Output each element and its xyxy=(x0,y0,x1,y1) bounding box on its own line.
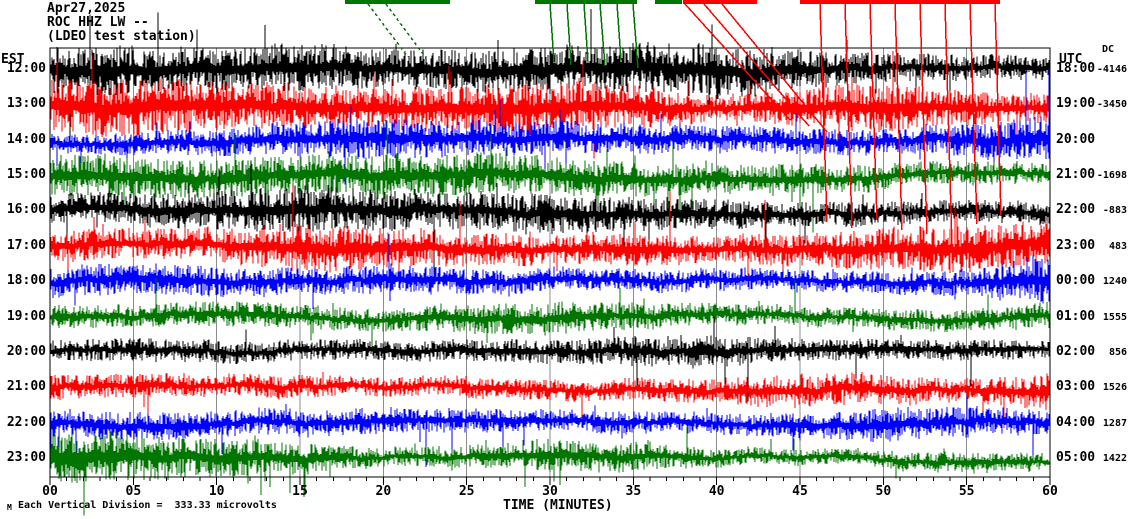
dc-value: 856 xyxy=(1108,346,1127,358)
left-hour-label: 20:00 xyxy=(6,343,46,359)
right-hour-label: 01:00 xyxy=(1056,308,1096,324)
event-marker-line-red xyxy=(819,3,828,223)
right-hour-label: 23:00 xyxy=(1056,237,1096,253)
event-marker-line-green xyxy=(566,3,572,66)
event-marker-line-red xyxy=(894,3,903,231)
event-marker-line-red xyxy=(994,3,1002,217)
left-hour-label: 15:00 xyxy=(6,167,46,183)
event-marker-line-red xyxy=(969,3,978,225)
x-tick-label: 55 xyxy=(958,484,975,499)
vertical-scale-note: Each Vertical Division = 333.33 microvol… xyxy=(18,500,277,511)
left-hour-label: 16:00 xyxy=(6,202,46,218)
x-tick-label: 50 xyxy=(875,484,892,499)
event-marker-line-red xyxy=(684,3,791,121)
x-tick-label: 45 xyxy=(792,484,808,499)
dc-value: 1526 xyxy=(1102,382,1127,394)
event-marker-line-green xyxy=(385,3,427,59)
left-hour-label: 12:00 xyxy=(6,61,46,76)
right-hour-label: 22:00 xyxy=(1056,202,1096,218)
left-hour-label: 14:00 xyxy=(6,131,46,147)
right-hour-label: 20:00 xyxy=(1056,131,1096,147)
left-hour-label: 18:00 xyxy=(6,273,46,289)
event-marker-line-green xyxy=(367,3,409,58)
header-station-location: (LDEO test station) xyxy=(47,29,196,44)
dc-value: -1698 xyxy=(1096,170,1127,182)
dc-value: 1240 xyxy=(1102,276,1127,288)
event-marker-line-red xyxy=(944,3,953,247)
x-tick-label: 05 xyxy=(125,484,142,499)
x-tick-label: 25 xyxy=(458,484,475,499)
watermark-mark: M xyxy=(7,503,12,512)
right-hour-label: 02:00 xyxy=(1056,343,1096,359)
x-tick-label: 60 xyxy=(1042,484,1058,499)
left-hour-label: 22:00 xyxy=(6,414,46,430)
event-marker-line-red xyxy=(869,3,878,221)
header-station-code: ROC HHZ LW -- xyxy=(47,15,149,30)
dc-value: 1422 xyxy=(1102,453,1127,464)
x-tick-label: 40 xyxy=(708,484,725,499)
left-hour-label: 21:00 xyxy=(6,379,46,395)
x-tick-label: 10 xyxy=(208,484,225,499)
event-marker-line-green xyxy=(632,3,639,69)
x-axis-title: TIME (MINUTES) xyxy=(503,498,613,513)
event-marker-line-green xyxy=(549,3,555,63)
event-marker-line-red xyxy=(844,3,853,229)
left-timezone-label: EST xyxy=(1,52,25,67)
left-hour-label: 19:00 xyxy=(6,308,46,324)
right-timezone-label: UTC xyxy=(1059,52,1083,67)
dc-value: 1287 xyxy=(1102,417,1127,429)
event-marker-line-green xyxy=(599,3,606,67)
dc-value: 1555 xyxy=(1102,311,1127,323)
right-hour-label: 04:00 xyxy=(1056,414,1096,430)
right-hour-label: 18:00 xyxy=(1056,61,1096,76)
right-hour-label: 21:00 xyxy=(1056,167,1096,183)
event-marker-line-red xyxy=(919,3,928,235)
dc-value: -3450 xyxy=(1096,99,1127,111)
dc-value: -4146 xyxy=(1096,64,1127,75)
left-hour-label: 17:00 xyxy=(6,237,46,253)
x-tick-label: 35 xyxy=(625,484,642,499)
event-marker-line-red xyxy=(721,3,828,133)
header-date: Apr27,2025 xyxy=(47,1,126,16)
right-hour-label: 00:00 xyxy=(1056,273,1096,289)
x-tick-label: 20 xyxy=(375,484,392,499)
left-hour-label: 23:00 xyxy=(6,450,46,465)
dc-value: 483 xyxy=(1108,240,1127,252)
x-tick-label: 30 xyxy=(542,484,558,499)
dc-column-header: DC xyxy=(1102,44,1115,55)
right-hour-label: 03:00 xyxy=(1056,379,1096,395)
right-hour-label: 19:00 xyxy=(1056,96,1096,112)
event-marker-line-red xyxy=(703,3,810,127)
x-tick-label: 00 xyxy=(42,484,58,499)
x-tick-label: 15 xyxy=(292,484,308,499)
right-hour-label: 05:00 xyxy=(1056,450,1096,465)
left-hour-label: 13:00 xyxy=(6,96,46,112)
event-marker-line-green xyxy=(616,3,622,61)
event-marker-line-green xyxy=(583,3,589,62)
dc-value: -883 xyxy=(1102,205,1127,217)
